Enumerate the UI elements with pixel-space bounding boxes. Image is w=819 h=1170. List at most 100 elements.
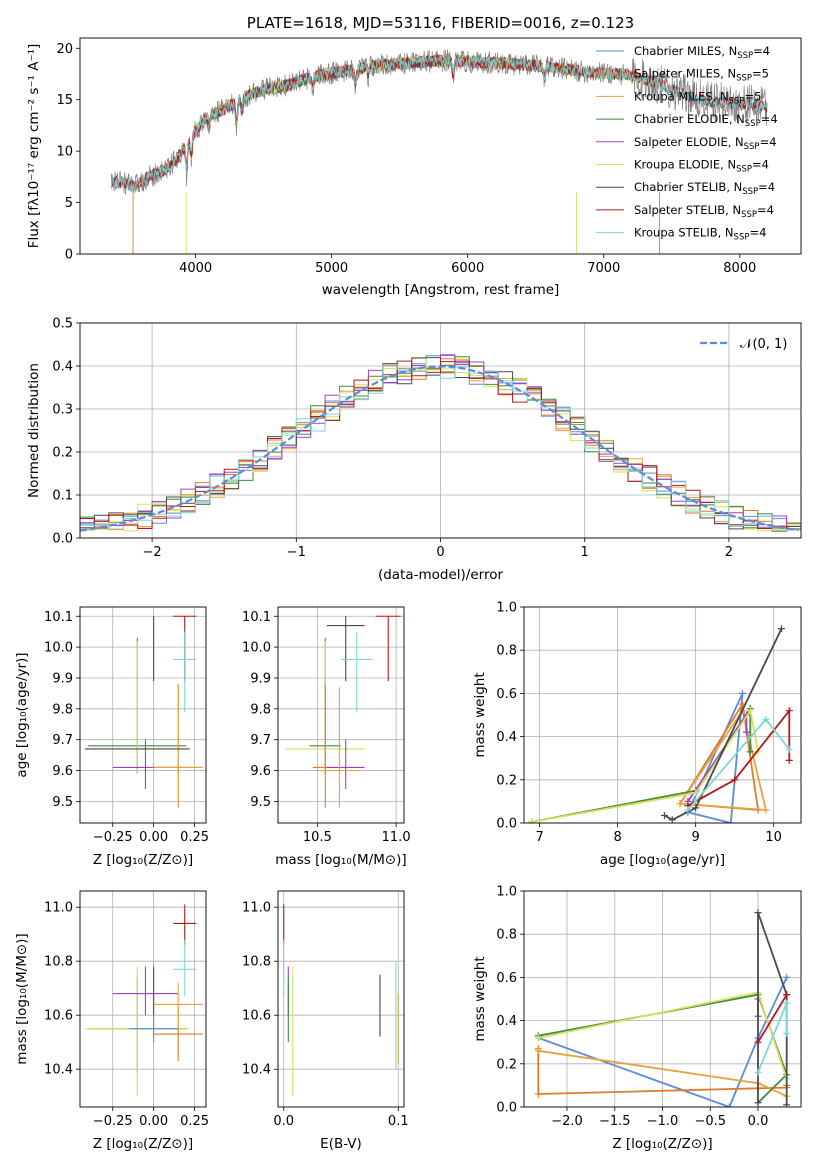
x-tick-label: 9 <box>692 830 700 845</box>
x-axis-label: wavelength [Angstrom, rest frame] <box>322 282 560 298</box>
y-tick-label: 0.2 <box>52 446 73 461</box>
x-tick-label: 1 <box>581 545 589 560</box>
axes-frame <box>79 37 802 255</box>
legend-label: Chabrier ELODIE, NSSP=4 <box>634 112 778 129</box>
y-tick-label: 10.1 <box>44 610 73 625</box>
x-tick-label: −1.0 <box>647 1114 679 1129</box>
weight-marker <box>783 999 791 1007</box>
error-bars <box>84 615 203 808</box>
axes-frame <box>79 322 802 539</box>
x-tick-label: −0.25 <box>93 830 133 845</box>
axes-frame <box>79 606 207 824</box>
y-tick-label: 1.0 <box>496 885 517 900</box>
panel-mass_vs_ebv: 0.0 0.1 10.4 10.6 10.8 11.0 E(B-V) <box>242 890 409 1152</box>
legend-item: Salpeter ELODIE, NSSP=4 <box>596 135 777 152</box>
weight-marker <box>684 806 692 814</box>
y-tick-label: 9.9 <box>52 671 73 686</box>
x-axis-label: (data-model)/error <box>378 567 504 583</box>
x-tick-label: 2 <box>725 545 733 560</box>
gaussian-curve <box>80 365 799 532</box>
legend-item: Kroupa MILES, NSSP=5 <box>596 89 761 106</box>
y-tick-label: 10.0 <box>242 641 271 656</box>
y-tick-label: 10 <box>56 145 73 160</box>
x-tick-label: 0.0 <box>273 1114 294 1129</box>
y-tick-label: 9.7 <box>52 733 73 748</box>
spectrum-lines <box>110 49 768 254</box>
weight-lines <box>528 625 793 823</box>
panel-residuals: −2 −1 0 1 2 0.0 0.1 0.2 0.3 0.4 0.5 (data-model)/er… <box>26 317 802 583</box>
weight-marker <box>534 1047 542 1055</box>
weight-marker <box>762 806 770 814</box>
y-tick-label: 0.6 <box>496 687 517 702</box>
legend-label: Salpeter STELIB, NSSP=4 <box>634 203 774 220</box>
x-axis-label: age [log₁₀(age/yr)] <box>600 852 725 868</box>
x-axis-label: Z [log₁₀(Z/Z⊙)] <box>93 1136 193 1152</box>
legend-item: Chabrier ELODIE, NSSP=4 <box>596 112 778 129</box>
x-tick-label: −1.5 <box>599 1114 631 1129</box>
weight-marker <box>534 1034 542 1042</box>
series-kroupa_stelib <box>684 715 793 814</box>
y-axis-label: mass weight <box>472 956 488 1041</box>
legend-label: Kroupa MILES, NSSP=5 <box>634 89 761 106</box>
weight-marker <box>785 707 793 715</box>
y-tick-label: 0.8 <box>496 928 517 943</box>
axes-frame <box>79 890 207 1108</box>
legend-label: Salpeter ELODIE, NSSP=4 <box>634 135 777 152</box>
weight-marker <box>783 991 791 999</box>
y-tick-label: 0.4 <box>496 730 517 745</box>
point-salpeter_stelib <box>173 904 197 945</box>
y-tick-label: 0.1 <box>52 489 73 504</box>
legend-label: Chabrier MILES, NSSP=4 <box>634 44 770 61</box>
y-tick-label: 10.8 <box>44 955 73 970</box>
series-salpeter_stelib <box>684 707 793 810</box>
y-tick-label: 9.9 <box>250 671 271 686</box>
weight-marker <box>746 748 754 756</box>
weight-marker <box>725 1103 733 1107</box>
weight-line <box>531 705 752 823</box>
y-tick-label: 0.4 <box>52 360 73 375</box>
weight-line <box>537 977 788 1107</box>
x-tick-label: 7 <box>535 830 543 845</box>
weight-marker <box>754 1099 762 1107</box>
weight-marker <box>731 776 739 784</box>
axes-frame <box>277 890 405 1108</box>
legend-item: Chabrier STELIB, NSSP=4 <box>596 180 775 197</box>
point-chabrier_miles <box>129 1015 179 1043</box>
y-axis-label: mass weight <box>472 672 488 757</box>
weight-marker <box>785 746 793 754</box>
panel-weight_vs_age: 7 8 9 10 0.0 0.2 0.4 0.6 0.8 1.0 age [log₁₀(age/yr… <box>472 601 802 868</box>
y-tick-label: 0.8 <box>496 644 517 659</box>
y-tick-label: 9.7 <box>250 733 271 748</box>
y-tick-label: 0.2 <box>496 1057 517 1072</box>
weight-marker <box>676 800 684 808</box>
x-axis-label: Z [log₁₀(Z/Z⊙)] <box>612 1136 712 1152</box>
error-bars <box>84 904 203 1097</box>
legend-item: Salpeter MILES, NSSP=5 <box>596 67 769 84</box>
y-tick-label: 11.0 <box>242 901 271 916</box>
legend-label: Chabrier STELIB, NSSP=4 <box>634 180 775 197</box>
model-kroupa_stelib <box>110 54 768 193</box>
x-tick-label: −2 <box>143 545 162 560</box>
y-tick-label: 9.8 <box>250 702 271 717</box>
y-tick-label: 10.6 <box>44 1009 73 1024</box>
panel-mass_vs_Z: −0.25 0.00 0.25 10.4 10.6 10.8 11.0 Z [log₁₀(Z/… <box>14 890 209 1152</box>
x-tick-label: 8 <box>613 830 621 845</box>
x-tick-label: 11.0 <box>382 830 411 845</box>
weight-lines <box>534 909 791 1107</box>
point-kroupa_elodie <box>84 966 190 1097</box>
y-tick-label: 15 <box>56 93 73 108</box>
y-tick-label: 11.0 <box>44 901 73 916</box>
weight-line <box>664 628 783 821</box>
x-tick-label: −0.25 <box>93 1114 133 1129</box>
legend-item: Kroupa ELODIE, NSSP=4 <box>596 158 769 175</box>
legend-label: Salpeter MILES, NSSP=5 <box>634 67 769 84</box>
weight-line <box>687 708 791 807</box>
weight-marker <box>692 804 700 812</box>
weight-marker <box>785 756 793 764</box>
x-axis-label: Z [log₁₀(Z/Z⊙)] <box>93 852 193 868</box>
y-tick-label: 9.5 <box>52 795 73 810</box>
y-axis-label: Flux [fλ10⁻¹⁷ erg cm⁻² s⁻¹ A⁻¹] <box>26 44 42 249</box>
weight-marker <box>777 625 785 633</box>
legend-item: Salpeter STELIB, NSSP=4 <box>596 203 774 220</box>
